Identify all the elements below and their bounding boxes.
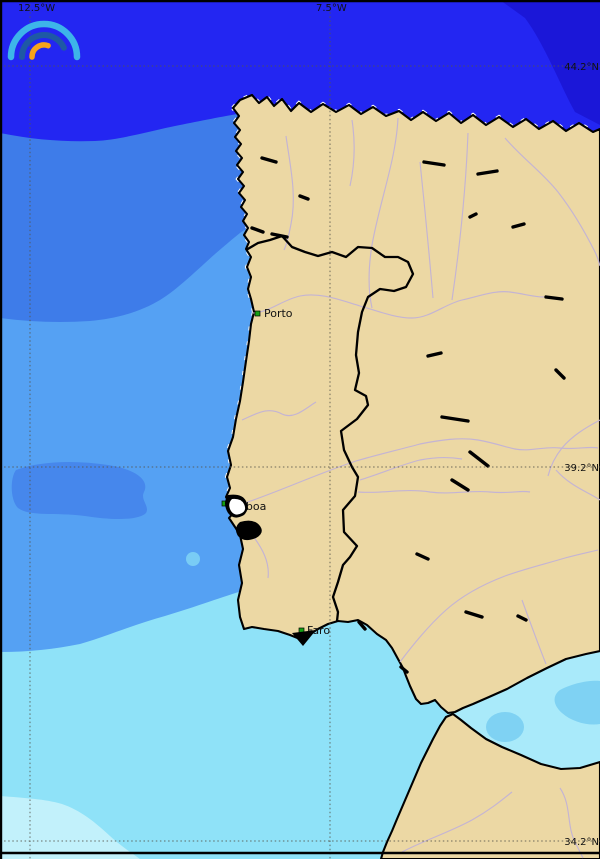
- reservoir: [250, 226, 265, 234]
- river: [419, 161, 434, 299]
- reservoir: [468, 212, 478, 219]
- ocean-band-deepest-patch: [500, 0, 600, 125]
- river: [252, 535, 269, 579]
- reservoirs: [250, 156, 566, 674]
- ocean-strong-patch: [11, 462, 147, 520]
- river: [451, 132, 469, 301]
- rainbow-logo: [7, 20, 81, 61]
- grid-label-lat: 34.2°N: [564, 837, 599, 848]
- river: [235, 438, 599, 507]
- faro-lagoon: [292, 630, 316, 646]
- logo-outer-arc-icon: [7, 20, 81, 61]
- grid-label-lon: 7.5°W: [316, 3, 347, 14]
- ocean-light-dot: [186, 552, 200, 566]
- river: [399, 549, 599, 663]
- reservoir: [298, 194, 310, 201]
- reservoir: [554, 368, 566, 380]
- river: [252, 291, 545, 319]
- river: [504, 137, 600, 267]
- grid-label-lat: 39.2°N: [564, 463, 599, 474]
- city-label-porto[interactable]: Porto: [264, 307, 293, 320]
- river: [359, 457, 463, 481]
- city-marker-porto[interactable]: [254, 310, 261, 317]
- estuary-sado: [235, 520, 262, 541]
- grid-label-lon: 12.5°W: [18, 3, 55, 14]
- estuaries: [225, 494, 316, 646]
- alboran-sea: [448, 648, 600, 772]
- reservoir: [426, 351, 443, 358]
- reservoir: [544, 295, 564, 301]
- reservoir: [415, 552, 430, 561]
- reservoir: [516, 614, 528, 622]
- river: [241, 401, 317, 421]
- river: [401, 791, 513, 853]
- reservoir: [511, 222, 526, 229]
- logo-middle-arc-icon: [19, 32, 67, 60]
- river: [283, 135, 294, 251]
- border-portugal-spain: [245, 234, 415, 622]
- reservoir: [399, 665, 409, 674]
- alboran-patch: [486, 712, 524, 742]
- reservoir: [468, 450, 490, 468]
- reservoir: [270, 232, 289, 239]
- alboran-patch: [554, 680, 600, 725]
- estuary-tagus-water: [229, 498, 246, 515]
- logo-inner-arc-icon: [29, 42, 51, 60]
- reservoir: [464, 610, 484, 619]
- grid-label-lat: 44.2°N: [564, 62, 599, 73]
- river: [521, 599, 547, 665]
- land-morocco: [379, 712, 600, 859]
- reservoir: [422, 160, 446, 167]
- reservoir: [476, 169, 499, 176]
- reservoir: [450, 478, 470, 492]
- landmasses: [224, 93, 600, 859]
- reservoir: [357, 620, 367, 631]
- river: [559, 787, 584, 859]
- reservoir: [440, 415, 470, 423]
- river: [555, 469, 600, 501]
- reservoir: [260, 156, 278, 164]
- river: [547, 419, 600, 477]
- rivers: [235, 117, 600, 859]
- graticule-labels: 12.5°W 7.5°W 44.2°N 39.2°N 34.2°N: [18, 3, 599, 848]
- river: [357, 490, 531, 494]
- river: [349, 119, 355, 187]
- ocean-band-palest: [0, 796, 140, 859]
- land-iberia: [224, 93, 600, 715]
- river: [368, 117, 399, 309]
